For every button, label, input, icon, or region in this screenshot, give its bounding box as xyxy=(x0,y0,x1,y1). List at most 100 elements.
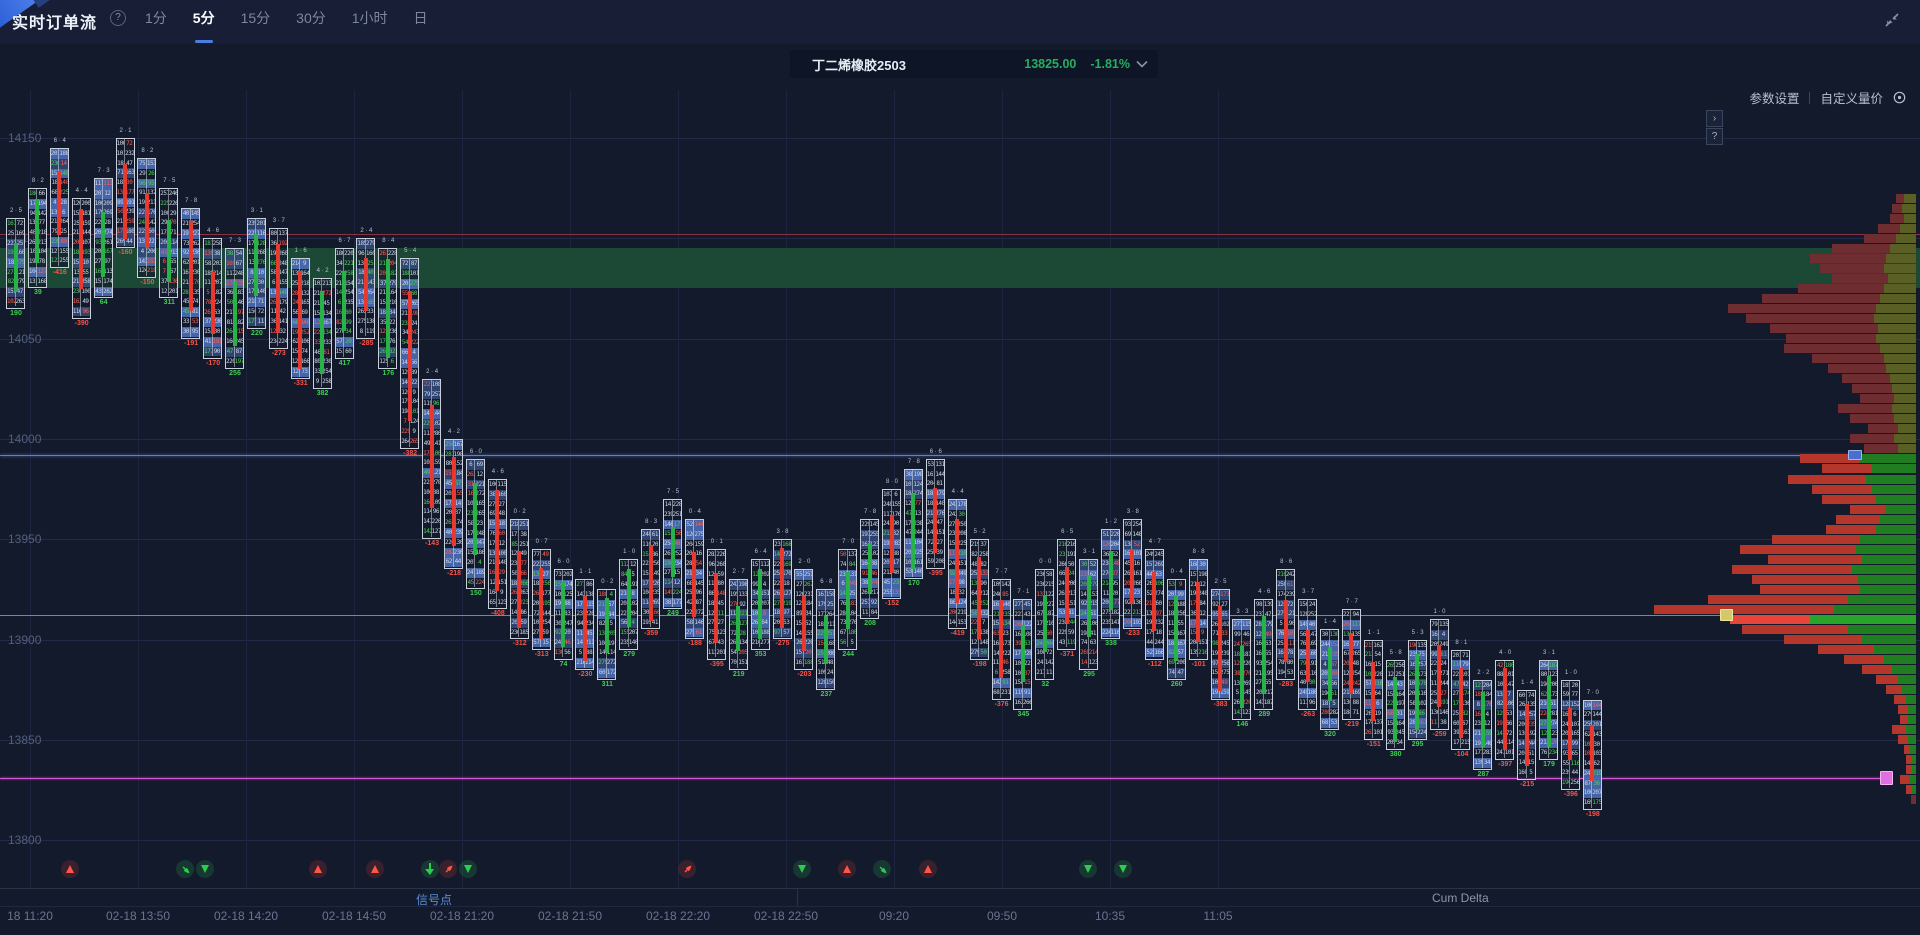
footprint-candle[interactable]: 168 30 157 198 21 12 197 240 177 84 36 12 178 14 158 9 2… xyxy=(1188,549,1208,668)
footprint-candle[interactable]: 271 86 143 138 171 115 230 226 94 234 116 45 141 211 5… xyxy=(575,569,595,678)
footprint-candle[interactable]: 216 216 23 191 266 50 66 24 240 206 263 213 155 151 53… xyxy=(1057,529,1077,658)
footprint-candle[interactable]: 210 242 250 61 174 239 128 72 279 121 5 190 76 10 252 1… xyxy=(1276,559,1296,688)
footprint-candle[interactable]: 100 144 279 144 259 201 62 143 103 30 104 103 147 62 2… xyxy=(1582,690,1602,818)
panel-expand-button[interactable]: › xyxy=(1706,110,1723,127)
custom-volume-price-button[interactable]: 自定义量价 xyxy=(1820,92,1883,106)
footprint-candle[interactable]: 161 72 25 169 222 25 192 160 18 275 271 121 82 279 157… xyxy=(6,208,25,317)
footprint-candle[interactable]: 236 58 236 215 133 122 197 227 67 187 179 210 25 60 24… xyxy=(1035,559,1055,688)
signal-marker-rocket[interactable] xyxy=(176,860,194,878)
footprint-candle[interactable]: 243 198 195 133 276 92 114 221 260 127 72 28 265 134 5… xyxy=(728,569,748,678)
footprint-candle[interactable]: 261 228 212 204 209 182 37 279 213 164 158 210 185 34… xyxy=(378,238,398,377)
footprint-candle[interactable]: 264 187 80 123 196 200 62 173 210 61 224 281 272 274 1… xyxy=(1539,650,1558,768)
footprint-candle[interactable]: 107 6 248 155 117 176 243 90 212 32 192 283 121 88 207… xyxy=(882,479,901,607)
footprint-candle[interactable]: 190 135 23 75 16 257 264 173 104 178 201 116 58 102 19… xyxy=(1407,630,1427,748)
footprint-candle[interactable]: 201 71 110 79 221 101 47 42 272 174 173 136 258 82 60 6… xyxy=(1451,640,1471,758)
signal-marker-tri-down[interactable] xyxy=(793,860,811,878)
footprint-candle[interactable]: 274 173 92 27 95 65 264 102 71 33 98 245 199 239 97 256… xyxy=(1210,579,1230,708)
footprint-candle[interactable]: 277 115 99 46 241 265 186 181 122 220 38 270 134 269 5… xyxy=(1232,609,1252,728)
footprint-candle[interactable]: 112 12 84 5 64 191 216 8 202 102 227 204 56 4 155 207 23… xyxy=(619,549,639,658)
footprint-candle[interactable]: 109 142 246 85 164 140 21 235 150 134 63 23 166 173 14… xyxy=(991,569,1011,708)
footprint-candle[interactable]: 215 162 212 54 166 15 107 220 57 216 153 64 115 6 26 19… xyxy=(1363,630,1383,748)
footprint-candle[interactable]: 72 87 188 101 20 275 55 60 57 265 212 198 232 24 34 243… xyxy=(400,248,420,457)
footprint-candle[interactable]: 157 112 12 202 99 4 34 151 203 207 108 8 269 64 105 188… xyxy=(750,549,770,658)
footprint-candle[interactable]: 185 279 96 160 136 25 18 40 218 143 54 264 138 165 263… xyxy=(356,228,376,347)
footprint-candle[interactable]: 161 158 179 25 177 264 187 211 229 251 159 168 259 20… xyxy=(816,579,836,698)
footprint-candle[interactable]: 180 4 214 67 195 84 82 5 134 205 104 19 14 114 279 272 6… xyxy=(597,579,617,688)
footprint-candle[interactable]: 40 145 219 254 192 227 73 262 92 236 62 201 161 230 21… xyxy=(181,198,201,347)
footprint-candle[interactable]: 265 256 12 251 148 43 157 164 227 197 68 31 158 164 93… xyxy=(1385,650,1405,758)
signal-point-label[interactable]: 信号点 xyxy=(416,893,453,907)
footprint-candle[interactable]: 257 246 225 226 100 29 29 70 178 71 206 114 41 213 6 55… xyxy=(159,178,179,306)
footprint-candle[interactable]: 156 24 128 252 149 40 56 147 76 169 25 160 79 191 63 11… xyxy=(1298,589,1318,718)
cum-delta-label[interactable]: Cum Delta xyxy=(1432,891,1489,905)
tab-interval-1[interactable]: 5分 xyxy=(193,8,215,43)
footprint-candle[interactable]: 121 204 187 184 8 176 165 4 233 12 214 159 192 146 177… xyxy=(1473,670,1493,778)
footprint-candle[interactable]: 283 226 96 260 121 59 110 80 86 148 184 45 124 11 271 2… xyxy=(706,539,726,668)
instrument-selector[interactable]: 丁二烯橡胶2503 13825.00 -1.81% xyxy=(790,50,1158,78)
footprint-candle[interactable]: 55 251 27 267 126 231 122 184 89 34 153 52 149 155 26 2… xyxy=(794,559,814,678)
footprint-candle[interactable]: 214 9 137 164 252 218 280 132 24 165 56 69 66 146 198 2… xyxy=(290,248,310,387)
footprint-candle[interactable]: 180 220 34 221 226 258 217 154 144 254 6 235 168 80 82… xyxy=(334,238,354,367)
signal-marker-tri-down[interactable] xyxy=(1114,860,1132,878)
signal-marker-rocket[interactable] xyxy=(439,860,457,878)
signal-marker-tri-down[interactable] xyxy=(1079,860,1097,878)
footprint-candle[interactable]: 22 108 79 257 119 96 141 144 229 102 115 280 49 141 17… xyxy=(422,369,442,547)
help-icon[interactable]: ? xyxy=(110,10,126,26)
footprint-candle[interactable]: 23 168 148 272 222 169 258 170 225 18 268 127 275 219… xyxy=(772,529,792,647)
footprint-candle[interactable]: 38 54 169 67 117 248 276 235 36 183 50 146 217 197 81 1… xyxy=(225,238,244,377)
footprint-candle[interactable]: 93 254 69 148 138 52 168 101 45 16 267 161 204 266 176… xyxy=(1122,509,1142,637)
footprint-candle[interactable]: 60 74 26 135 14 257 200 235 130 192 145 244 207 61 14 1… xyxy=(1517,680,1537,788)
footprint-candle[interactable]: 117 113 207 12 100 209 179 269 228 28 206 274 93 261 2… xyxy=(93,168,113,306)
footprint-candle[interactable]: 30 138 244 152 21 235 4 87 205 20 34 56 196 51 18 5 280 2… xyxy=(1320,619,1339,738)
footprint-candle[interactable]: 249 245 157 269 44 63 26 106 52 274 217 60 137 97 197 2… xyxy=(1144,539,1164,668)
footprint-candle[interactable]: 277 45 221 43 269 122 163 108 39 63 178 228 103 22 105… xyxy=(1013,589,1033,718)
footprint-candle[interactable]: 218 251 171 38 85 251 125 49 230 77 50 66 186 266 265 2… xyxy=(509,509,529,647)
footprint-candle[interactable]: 38 198 101 124 181 274 125 77 47 13 176 238 47 244 116… xyxy=(903,459,923,587)
settings-button[interactable]: 参数设置 xyxy=(1749,92,1800,106)
footprint-candle[interactable]: 79 135 16 4 205 249 99 61 227 24 175 271 110 244 251 27… xyxy=(1429,609,1449,738)
footprint-candle[interactable]: 6 69 263 12 31 221 16 272 105 165 236 265 58 23 172 248… xyxy=(465,449,485,597)
footprint-candle[interactable]: 53 9 203 99 126 188 185 256 112 55 156 167 184 167 82 5… xyxy=(1166,569,1186,688)
footprint-candle[interactable]: 98 139 237 47 281 179 127 49 160 63 162 55 93 254 214 1… xyxy=(1254,589,1274,718)
signal-marker-tri-up[interactable] xyxy=(366,860,384,878)
footprint-candle[interactable]: 181 258 139 38 58 203 188 214 115 207 5 182 78 224 261… xyxy=(203,228,223,367)
footprint-candle[interactable]: 14 228 239 251 146 17 153 150 258 48 267 252 190 234 2… xyxy=(663,489,682,617)
footprint-candle[interactable]: 30 52 235 62 203 279 141 153 92 215 244 51 26 106 198 4… xyxy=(1079,549,1099,678)
footprint-candle[interactable]: 219 37 82 258 48 82 253 133 137 90 64 212 45 252 50 232… xyxy=(969,529,989,668)
signal-marker-tri-up[interactable] xyxy=(838,860,856,878)
eye-toggle-icon[interactable] xyxy=(1893,91,1906,104)
tab-interval-0[interactable]: 1分 xyxy=(145,10,167,26)
footprint-candle[interactable]: 229 145 197 255 163 123 25 102 166 38 91 46 38 74 267 2… xyxy=(860,509,880,627)
footprint-candle[interactable]: 80 137 36 192 194 260 66 248 58 147 6 155 137 148 266 1… xyxy=(268,218,288,357)
signal-marker-tri-up[interactable] xyxy=(919,860,937,878)
signal-marker-arrow-down[interactable] xyxy=(421,860,439,878)
signal-marker-tri-down[interactable] xyxy=(196,860,214,878)
footprint-candle[interactable]: 100 72 101 232 18 47 71 163 189 30 132 177 89 191 50 23… xyxy=(115,128,135,256)
collapse-icon[interactable] xyxy=(1882,10,1902,30)
footprint-candle[interactable]: 250 167 281 198 80 152 157 184 45 67 203 155 173 14 20… xyxy=(444,429,463,577)
footprint-candle[interactable]: 243 178 242 30 279 250 231 208 151 225 113 210 241 15… xyxy=(947,489,967,637)
signal-marker-rocket[interactable] xyxy=(678,860,696,878)
footprint-candle[interactable]: 51 220 126 204 36 62 238 148 276 27 214 95 11 20 208 17… xyxy=(1101,519,1120,647)
footprint-candle[interactable]: 77 49 222 255 132 27 180 256 263 177 206 195 72 144 10… xyxy=(531,539,551,658)
footprint-candle[interactable]: 239 201 222 116 178 128 118 268 13 276 8 10 270 30 177… xyxy=(246,208,266,337)
footprint-candle[interactable]: 185 20 59 77 128 152 165 6 243 107 208 165 175 99 93 65… xyxy=(1560,670,1580,798)
footprint-candle[interactable]: 248 61 110 20 153 86 223 250 155 149 177 220 104 235 1… xyxy=(641,519,661,637)
tab-interval-5[interactable]: 日 xyxy=(413,10,428,26)
footprint-candle[interactable]: 186 66 17 194 94 142 130 77 40 218 263 213 10 104 196 7… xyxy=(27,178,47,296)
footprint-candle[interactable]: 102 213 211 272 211 45 157 134 121 167 228 134 33 233… xyxy=(312,268,332,397)
tab-interval-3[interactable]: 30分 xyxy=(296,10,326,26)
panel-help-button[interactable]: ? xyxy=(1706,128,1723,145)
footprint-candle[interactable]: 120 200 156 181 25 159 214 144 206 107 188 193 151 10… xyxy=(71,188,91,327)
footprint-candle[interactable]: 52 144 126 275 204 159 204 16 283 54 213 34 68 145 252… xyxy=(684,509,704,647)
tab-interval-4[interactable]: 1小时 xyxy=(351,10,388,26)
footprint-candle[interactable]: 221 94 204 117 132 135 162 77 67 265 200 48 126 254 24… xyxy=(1341,599,1361,728)
footprint-candle[interactable]: 53 131 161 144 204 81 183 179 182 140 212 276 243 47 1… xyxy=(925,449,945,577)
tab-interval-2[interactable]: 15分 xyxy=(240,10,271,26)
signal-marker-tri-down[interactable] xyxy=(459,860,477,878)
signal-marker-rocket[interactable] xyxy=(873,860,891,878)
signal-marker-tri-up[interactable] xyxy=(309,860,327,878)
footprint-candle[interactable]: 50 137 74 84 232 131 6 249 144 25 76 183 280 104 73 276… xyxy=(838,539,858,658)
footprint-candle[interactable]: 73 202 159 174 101 125 191 88 119 83 30 247 92 20 242 4… xyxy=(553,559,573,668)
footprint-candle[interactable]: 201 188 236 14 154 240 18 140 68 225 4 28 137 6 210 264… xyxy=(49,138,69,276)
